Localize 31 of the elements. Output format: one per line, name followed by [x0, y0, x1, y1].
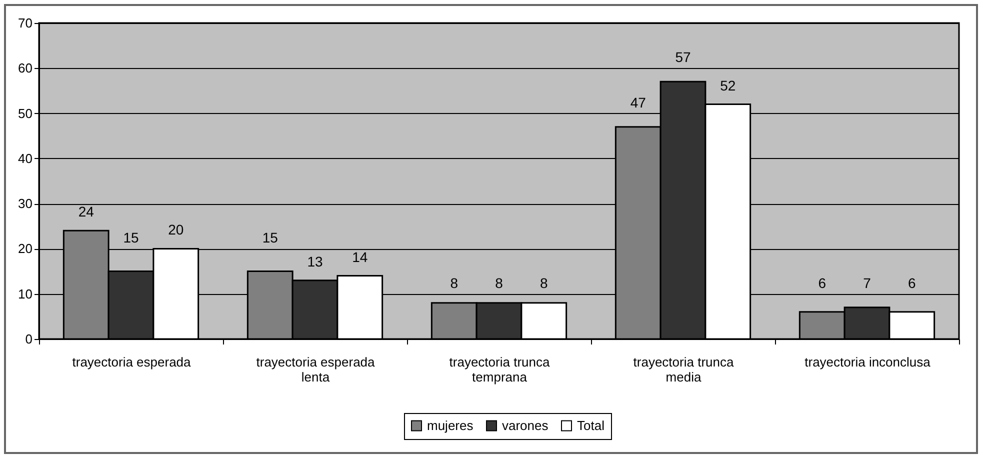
legend-label: mujeres	[427, 418, 474, 433]
data-label: 24	[78, 204, 94, 220]
data-label: 6	[818, 274, 826, 291]
data-label: 20	[168, 222, 184, 238]
data-label: 13	[307, 253, 323, 270]
data-label: 15	[262, 230, 278, 246]
y-tick-label: 30	[18, 196, 32, 212]
legend-label: varones	[502, 418, 549, 433]
x-tick-label: trayectoria trunca media	[633, 354, 734, 384]
x-tick-label: trayectoria esperada	[72, 354, 192, 370]
data-label: 15	[123, 230, 139, 246]
y-tick-label: 0	[25, 332, 32, 346]
y-tick-label: 10	[18, 286, 32, 302]
y-tick-label: 40	[18, 150, 32, 166]
data-label: 7	[863, 274, 872, 291]
y-tick-label: 50	[18, 106, 32, 121]
data-label: 8	[540, 274, 548, 291]
y-tick-label: 60	[18, 60, 32, 76]
y-tick-label: 70	[18, 16, 32, 30]
data-label: 57	[675, 49, 691, 66]
y-tick-label: 20	[18, 241, 32, 256]
x-tick-label: trayectoria inconclusa	[804, 354, 932, 370]
data-label: 6	[908, 274, 916, 291]
data-label: 14	[352, 248, 368, 265]
data-label: 52	[720, 77, 736, 94]
x-tick-label: trayectoria trunca temprana	[449, 354, 550, 384]
x-tick-label: trayectoria esperada lenta	[256, 354, 376, 384]
legend-label: Total	[577, 418, 605, 433]
data-label: 8	[495, 274, 504, 291]
data-label: 47	[630, 94, 646, 110]
data-label: 8	[450, 274, 458, 291]
